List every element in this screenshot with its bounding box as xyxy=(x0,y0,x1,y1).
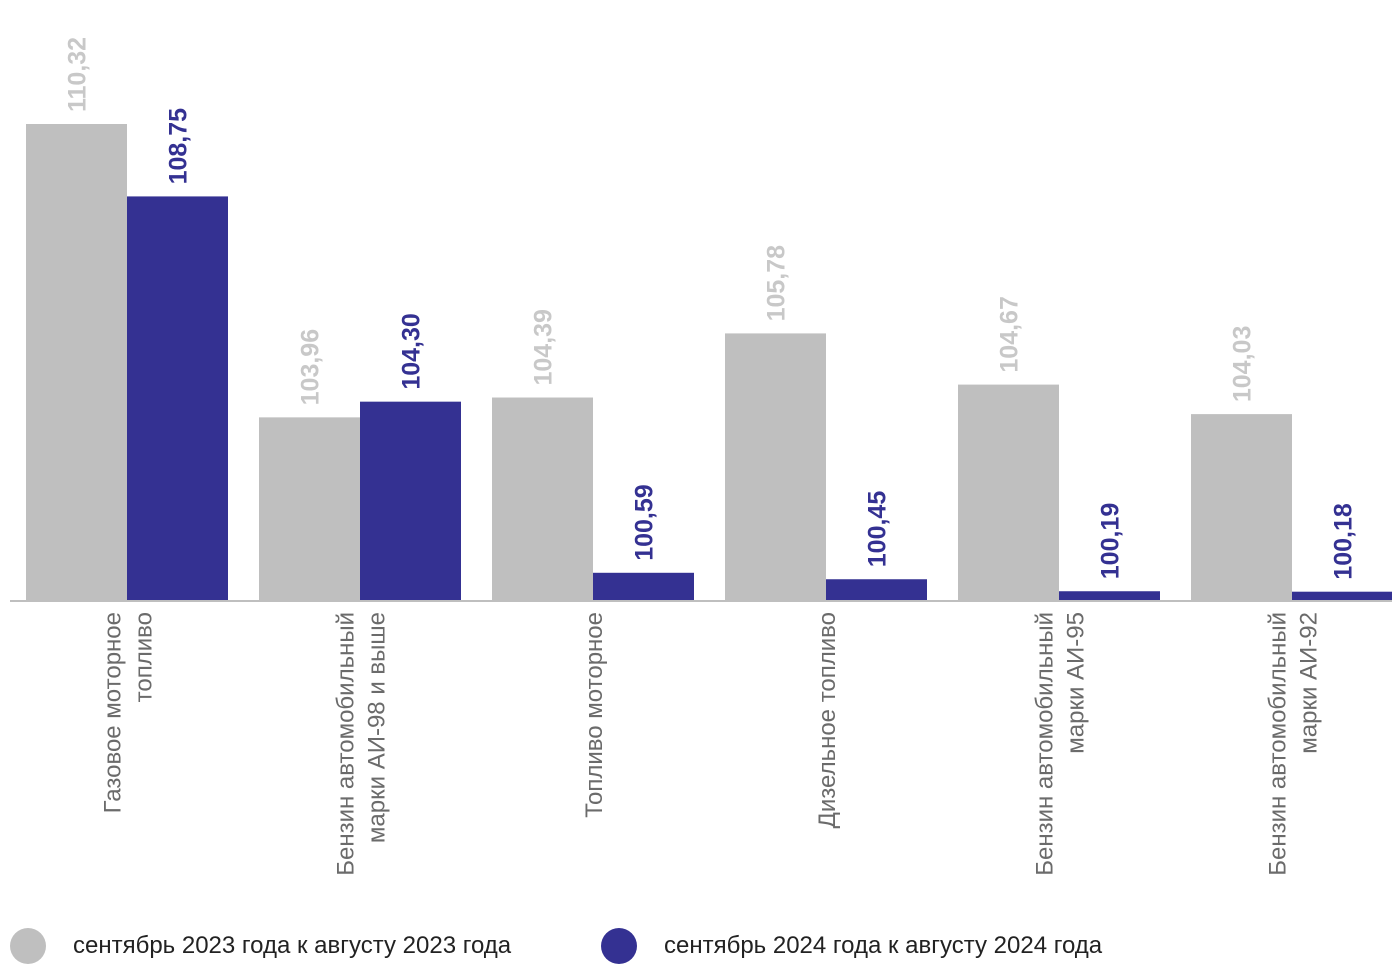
category-label-1-line-0: Бензин автомобильный xyxy=(333,612,360,876)
legend-swatch-2023 xyxy=(10,928,46,964)
data-label-2023-4: 104,67 xyxy=(996,296,1024,372)
bar-2023-4 xyxy=(958,384,1059,600)
bar-2024-2 xyxy=(593,572,694,600)
bar-2023-3 xyxy=(725,333,826,600)
bar-2023-2 xyxy=(492,397,593,600)
bar-2023-1 xyxy=(259,417,360,600)
category-label-2-line-0: Топливо моторное xyxy=(581,612,608,818)
category-label-3-line-0: Дизельное топливо xyxy=(814,612,841,828)
category-label-1-line-1: марки АИ-98 и выше xyxy=(364,612,391,843)
data-label-2024-0: 108,75 xyxy=(165,108,193,185)
data-label-2024-2: 100,59 xyxy=(631,484,659,560)
category-label-0-line-1: топливо xyxy=(131,612,158,702)
bar-2024-3 xyxy=(826,579,927,600)
data-label-2023-0: 110,32 xyxy=(64,37,92,112)
legend-label-2023: сентябрь 2023 года к августу 2023 года xyxy=(73,932,512,959)
bar-2023-5 xyxy=(1191,414,1292,600)
category-label-4-line-0: Бензин автомобильный xyxy=(1032,612,1059,876)
legend-item-2023: сентябрь 2023 года к августу 2023 года xyxy=(10,928,511,964)
data-label-2023-3: 105,78 xyxy=(763,245,791,322)
legend: сентябрь 2023 года к августу 2023 года с… xyxy=(0,928,1392,967)
legend-label-2024: сентябрь 2024 года к августу 2024 года xyxy=(664,932,1103,959)
bar-chart: 110,32 108,75 Газовое моторное топливо 103,9… xyxy=(10,37,1392,876)
category-label-0-line-0: Газовое моторное xyxy=(100,612,127,813)
bar-2024-5 xyxy=(1292,591,1392,600)
bar-2024-1 xyxy=(360,401,461,600)
category-label-5-line-1: марки АИ-92 xyxy=(1296,612,1323,754)
legend-swatch-2024 xyxy=(601,928,637,964)
data-label-2023-5: 104,03 xyxy=(1229,326,1257,402)
data-label-2024-1: 104,30 xyxy=(398,313,426,389)
data-label-2023-1: 103,96 xyxy=(297,329,325,405)
data-label-2024-4: 100,19 xyxy=(1097,503,1125,579)
data-label-2024-3: 100,45 xyxy=(864,491,892,568)
bar-2024-0 xyxy=(127,196,228,600)
category-label-5-line-0: Бензин автомобильный xyxy=(1265,612,1292,876)
bar-2024-4 xyxy=(1059,591,1160,600)
data-label-2024-5: 100,18 xyxy=(1330,503,1358,580)
legend-item-2024: сентябрь 2024 года к августу 2024 года xyxy=(601,928,1102,964)
bar-2023-0 xyxy=(26,124,127,600)
data-label-2023-2: 104,39 xyxy=(530,309,558,385)
category-label-4-line-1: марки АИ-95 xyxy=(1063,612,1090,754)
